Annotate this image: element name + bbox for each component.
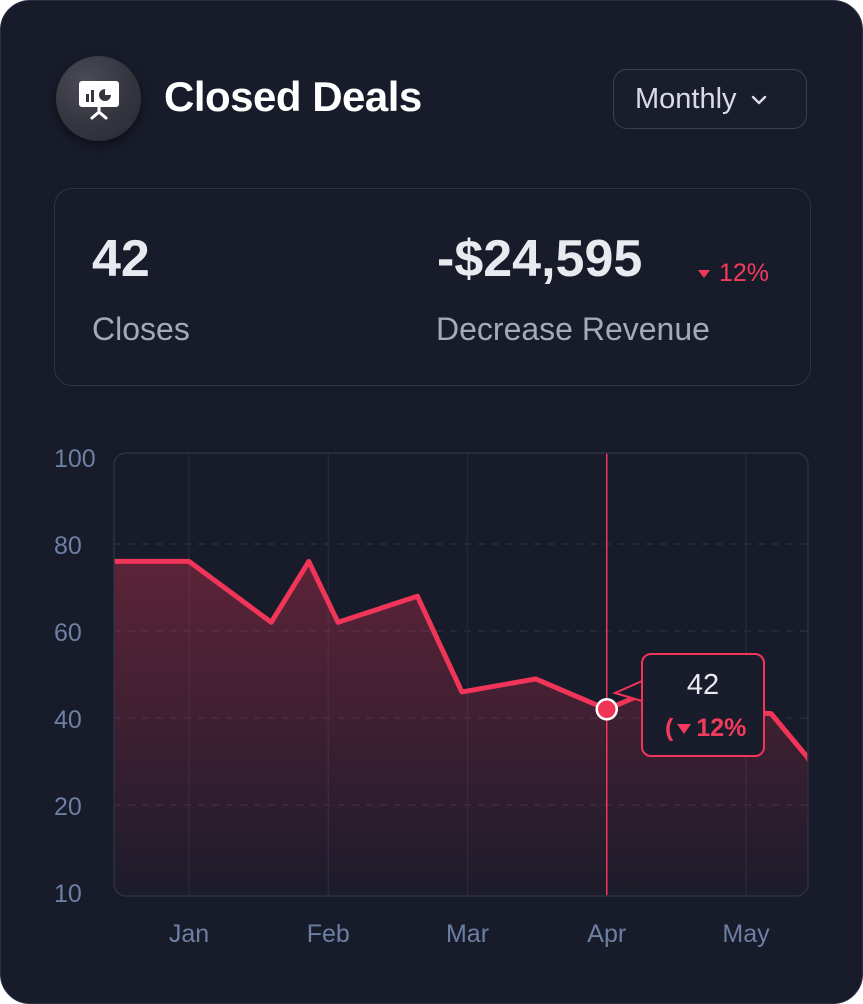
y-tick-label: 80 xyxy=(54,532,82,560)
tooltip-value: 42 xyxy=(686,669,720,701)
highlight-point[interactable] xyxy=(595,698,618,721)
revenue-value: -$24,595 xyxy=(437,230,643,288)
period-dropdown-value: Monthly xyxy=(635,82,737,115)
x-tick-label: Mar xyxy=(446,920,489,948)
x-tick-label: May xyxy=(722,920,770,948)
stats-panel: 42 Closes -$24,595 Decrease Revenue 12% xyxy=(54,188,811,386)
x-tick-label: Jan xyxy=(169,920,209,948)
revenue-delta-value: 12% xyxy=(719,259,770,287)
y-tick-label: 100 xyxy=(54,445,96,473)
revenue-label: Decrease Revenue xyxy=(436,311,710,347)
closes-value: 42 xyxy=(92,230,150,288)
plot-frame xyxy=(113,452,809,897)
presentation-chart-icon xyxy=(56,56,141,141)
tooltip: 42 ( 12% xyxy=(641,653,765,757)
chevron-down-icon xyxy=(751,95,766,105)
y-tick-label: 60 xyxy=(54,619,82,647)
y-tick-label: 40 xyxy=(54,706,82,734)
x-tick-label: Feb xyxy=(307,920,350,948)
period-dropdown[interactable]: Monthly xyxy=(613,69,807,129)
tooltip-delta-prefix: ( xyxy=(665,714,674,742)
area-fill xyxy=(114,561,808,896)
card-title: Closed Deals xyxy=(164,73,422,120)
tooltip-pointer xyxy=(612,680,643,702)
y-tick-label: 20 xyxy=(54,793,82,821)
x-tick-label: Apr xyxy=(587,920,626,948)
y-tick-label: 10 xyxy=(54,880,82,908)
triangle-down-icon xyxy=(698,269,710,278)
tooltip-delta-value: 12% xyxy=(696,714,747,742)
revenue-delta-badge: 12% xyxy=(697,259,769,288)
tooltip-delta: ( 12% xyxy=(665,714,746,743)
closes-label: Closes xyxy=(92,311,190,347)
triangle-down-icon xyxy=(677,723,692,734)
